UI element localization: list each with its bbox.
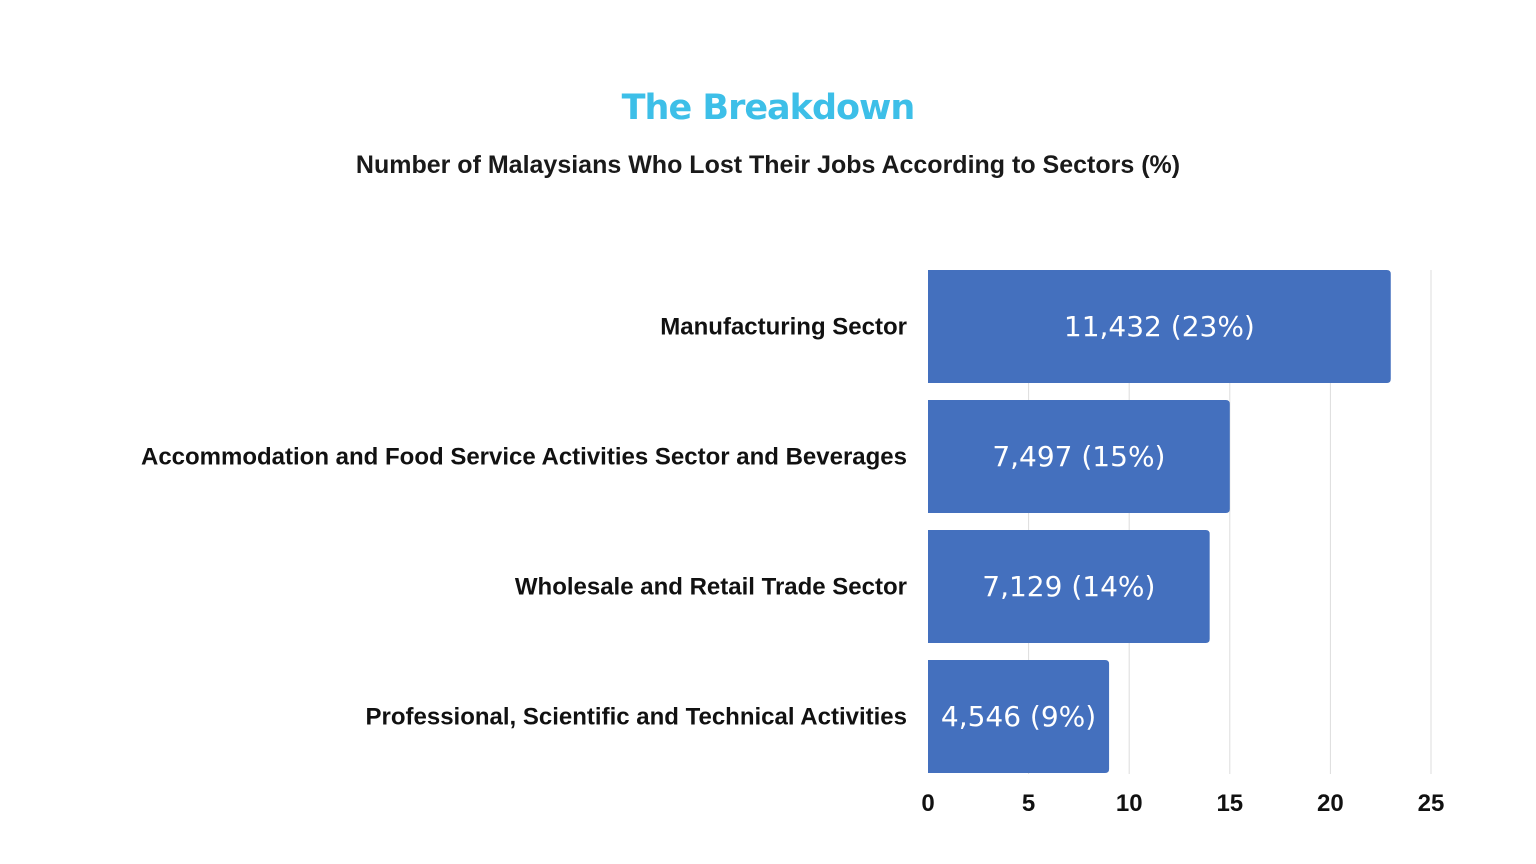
category-label: Accommodation and Food Service Activitie… [141, 444, 907, 471]
bar-value-label: 7,129 (14%) [982, 570, 1155, 603]
category-labels: Manufacturing Sector Accommodation and Fo… [141, 314, 907, 731]
x-tick-label: 15 [1216, 790, 1243, 817]
bar-value-label: 11,432 (23%) [1064, 310, 1255, 343]
bar [928, 400, 1230, 513]
x-tick-label: 5 [1022, 790, 1035, 817]
bar-value-label: 4,546 (9%) [941, 700, 1096, 733]
chart-title: The Breakdown [621, 88, 916, 128]
bar-value-label: 7,497 (15%) [992, 440, 1165, 473]
x-tick-label: 25 [1418, 790, 1445, 817]
x-axis-ticks: 0 5 10 15 20 25 [921, 790, 1444, 817]
bars: 11,432 (23%) 7,497 (15%) 7,129 (14%) 4,546 … [928, 270, 1391, 773]
x-tick-label: 20 [1317, 790, 1344, 817]
category-label: Professional, Scientific and Technical A… [366, 704, 908, 731]
bar [928, 660, 1110, 773]
chart-subtitle: Number of Malaysians Who Lost Their Jobs… [355, 151, 1181, 179]
x-tick-label: 10 [1116, 790, 1143, 817]
bar [928, 270, 1391, 383]
x-tick-label: 0 [921, 790, 934, 817]
category-label: Manufacturing Sector [660, 314, 907, 341]
category-label: Wholesale and Retail Trade Sector [515, 574, 907, 601]
bar [928, 530, 1210, 643]
